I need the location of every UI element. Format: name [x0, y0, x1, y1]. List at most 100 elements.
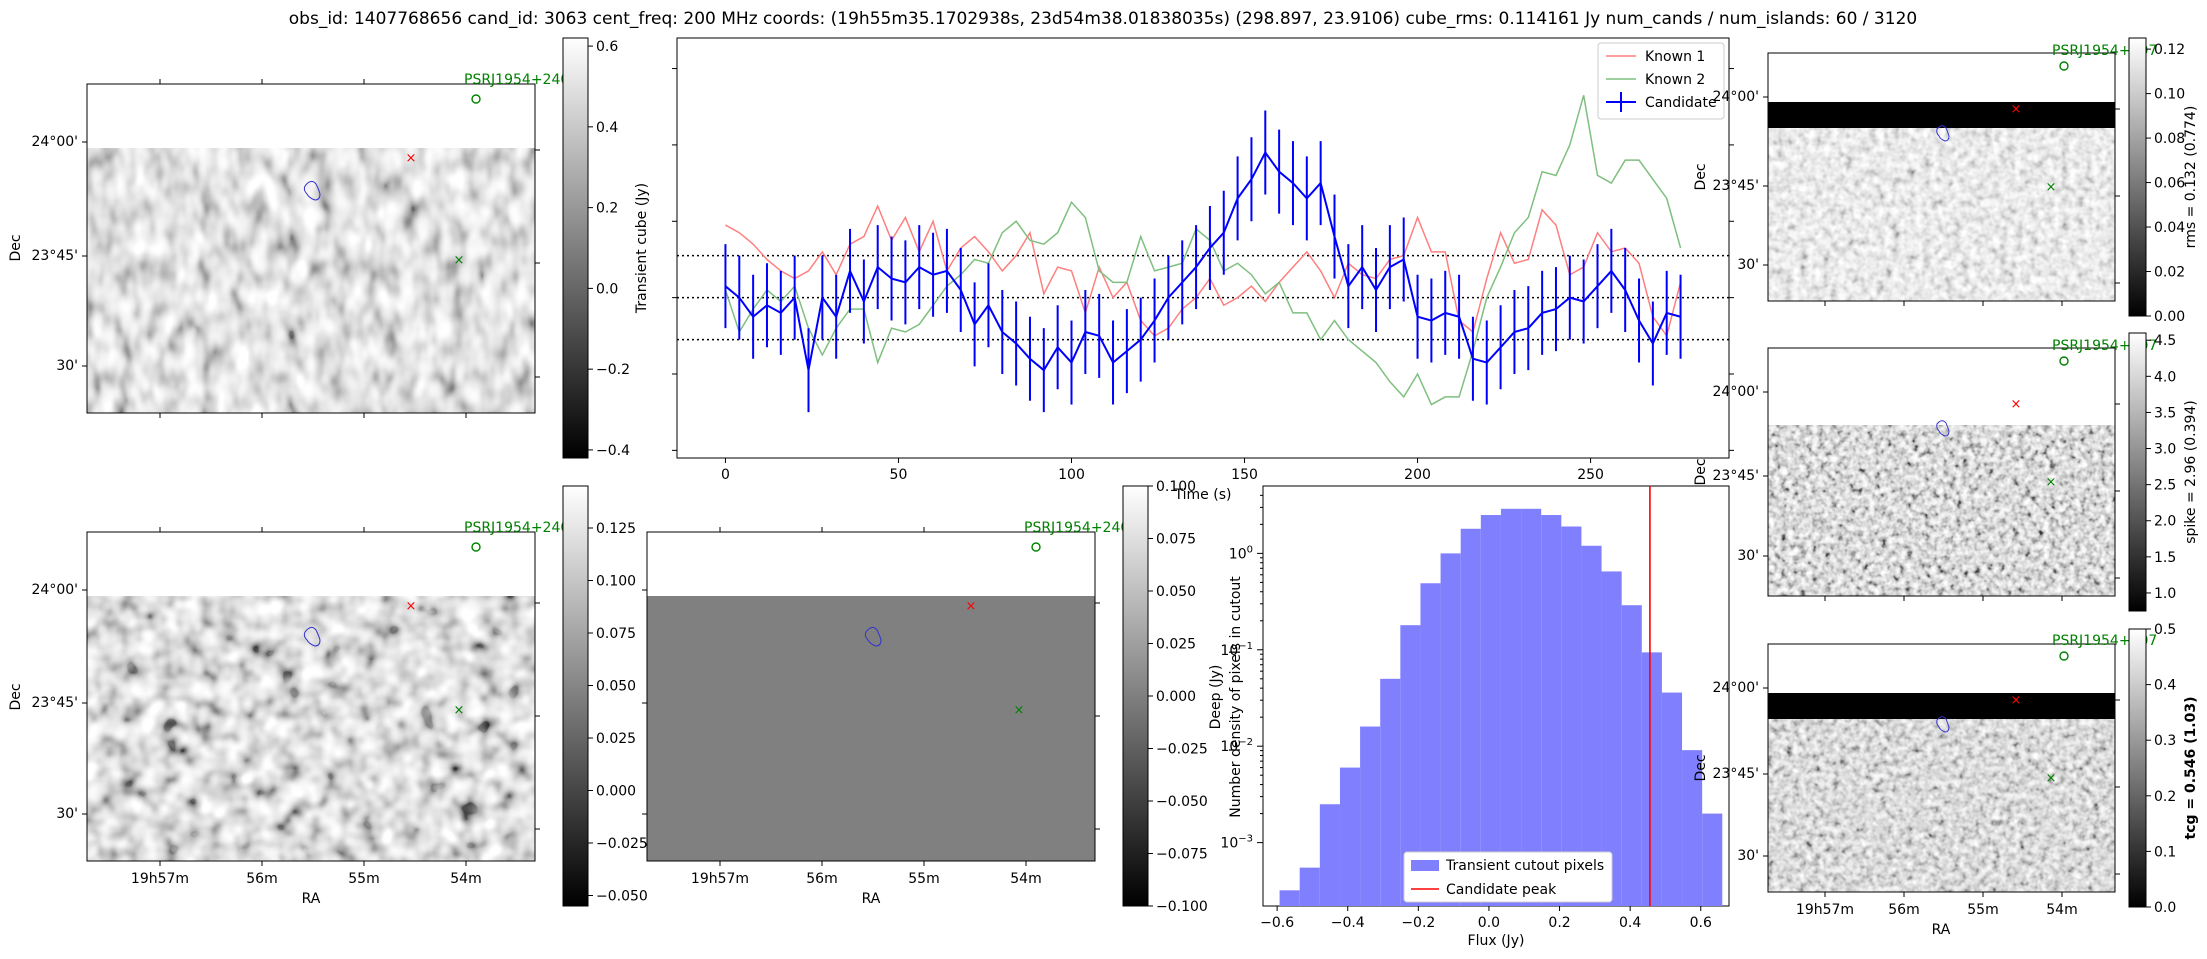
colorbar-tick-label: 0.0 [2154, 900, 2176, 916]
histogram-bar [1319, 804, 1340, 906]
panel-transient-image: 24°00' 23°45' 30' Dec × × PSRJ1954+240 [8, 72, 569, 418]
deep-image [647, 596, 1095, 861]
colorbar-tick-label: 0.000 [1156, 689, 1196, 705]
ra-tick-label: 19h57m [131, 871, 189, 887]
histogram-bar [1440, 553, 1461, 906]
histogram-bar [1480, 515, 1501, 906]
legend-transient-pixels: Transient cutout pixels [1445, 858, 1604, 874]
x-axis-label: RA [1932, 922, 1951, 938]
green-cross-icon: × [454, 703, 465, 718]
dec-tick-label: 24°00' [1713, 89, 1759, 105]
colorbar-tick-label: 4.5 [2154, 333, 2176, 349]
histogram-bar [1380, 678, 1401, 906]
x-tick-label: 0.4 [1619, 915, 1641, 931]
histogram-plot: −0.6 −0.4 −0.2 0.0 0.2 0.4 0.6 100 10−1 10−2 10−3 [1220, 486, 1723, 931]
colorbar-tick-label: 3.5 [2154, 405, 2176, 421]
colorbar-tick-label: 4.0 [2154, 369, 2176, 385]
ra-tick-label: 54m [450, 871, 481, 887]
red-cross-icon: × [2011, 102, 2022, 117]
colorbar-tick-label: 0.6 [596, 39, 618, 55]
colorbar-tick-label: 0.10 [2154, 87, 2185, 103]
rms-black-band [1768, 102, 2115, 128]
histogram-bar [1360, 726, 1381, 906]
ra-tick-label: 56m [1888, 902, 1919, 918]
x-axis-label: RA [302, 891, 321, 907]
x-axis-label: RA [862, 891, 881, 907]
colorbar-label: rms = 0.132 (0.774) [2183, 106, 2199, 249]
red-cross-icon: × [2011, 397, 2022, 412]
red-cross-icon: × [2011, 693, 2022, 708]
x-tick-label: 250 [1577, 467, 1604, 483]
y-axis-label: Dec [8, 234, 24, 261]
candidate-contour [303, 626, 321, 647]
colorbar-tick-label: 0.2 [2154, 789, 2176, 805]
colorbar-tick-label: 2.5 [2154, 478, 2176, 494]
panel-rms-image: 24°00' 23°45' 30' Dec × × PSRJ1954+407 [1693, 43, 2157, 306]
y-axis-label: Dec [1693, 754, 1709, 781]
x-axis-label: Flux (Jy) [1468, 933, 1525, 949]
legend-known1: Known 1 [1645, 49, 1705, 65]
tcg-image [1768, 719, 2115, 892]
colorbar-tick-label: 0.06 [2154, 176, 2185, 192]
candidate-contour [1936, 420, 1950, 437]
x-tick-label: −0.6 [1260, 915, 1294, 931]
ra-tick-label: 54m [1010, 871, 1041, 887]
x-tick-label: 100 [1058, 467, 1085, 483]
dec-tick-label: 30' [1737, 548, 1759, 564]
transient-image [87, 148, 535, 413]
x-axis-label: Time (s) [1174, 487, 1232, 503]
panel-spike-image: 24°00' 23°45' 30' Dec × × PSRJ1954+407 [1693, 338, 2157, 601]
series-line-candidate [724, 150, 1681, 372]
x-tick-label: 0 [721, 467, 730, 483]
colorbar-tick-label: 0.08 [2154, 131, 2185, 147]
colorbar-ticks: 0.6 0.4 0.2 0.0 −0.2 −0.4 [588, 39, 630, 459]
colorbar-tick-label: 0.050 [596, 679, 636, 695]
colorbar-tick-label: −0.050 [1156, 794, 1208, 810]
colorbar-tick-label: 1.5 [2154, 550, 2176, 566]
x-tick-label: −0.4 [1331, 915, 1365, 931]
red-cross-icon: × [406, 151, 417, 166]
dec-tick-label: 23°45' [1713, 468, 1759, 484]
colorbar-tick-label: 0.12 [2154, 42, 2185, 58]
dec-tick-label: 24°00' [32, 134, 78, 150]
ra-tick-label: 19h57m [691, 871, 749, 887]
colorbar-tick-label: −0.025 [596, 836, 648, 852]
pulsar-marker-icon [1031, 542, 1041, 552]
panel-lightcurve: 0 50 100 150 200 250 Known 1 Known 2 Candidat… [672, 37, 1734, 503]
histogram-bar [1339, 767, 1361, 906]
histogram-bar [1561, 526, 1582, 906]
colorbar-tick-label: 0.04 [2154, 220, 2185, 236]
panel-histogram: −0.6 −0.4 −0.2 0.0 0.2 0.4 0.610010−110−210−3 … [1220, 485, 1730, 949]
legend: Known 1 Known 2 Candidate [1597, 42, 1725, 120]
colorbar-rms: 0.12 0.10 0.08 0.06 0.04 0.02 0.00 rms = 0.132… [2128, 37, 2199, 325]
colorbar-tick-label: 0.4 [596, 120, 618, 136]
green-cross-icon: × [1014, 703, 1025, 718]
colorbar-tick-label: 0.075 [1156, 532, 1196, 548]
pulsar-label: PSRJ1954+240 [464, 72, 569, 88]
y-tick-label: 10−1 [1220, 641, 1253, 659]
red-cross-icon: × [966, 599, 977, 614]
green-cross-icon: × [2046, 180, 2057, 195]
colorbar-spike: 4.5 4.0 3.5 3.0 2.5 2.0 1.5 1.0 spike = 2.96 (0… [2128, 332, 2199, 612]
histogram-bar [1581, 545, 1602, 906]
histogram-bar [1420, 583, 1441, 906]
noise-image [87, 596, 535, 861]
dec-tick-label: 24°00' [1713, 680, 1759, 696]
dec-tick-label: 30' [56, 806, 78, 822]
dec-tick-label: 24°00' [1713, 384, 1759, 400]
histogram-bar [1601, 571, 1622, 906]
colorbar-tcg: 0.5 0.4 0.3 0.2 0.1 0.0 tcg = 0.546 (1.03) [2128, 622, 2199, 916]
ra-tick-label: 55m [1967, 902, 1998, 918]
colorbar-tick-label: 0.3 [2154, 733, 2176, 749]
dec-tick-label: 30' [56, 358, 78, 374]
colorbar-tick-label: 1.0 [2154, 586, 2176, 602]
series-line-known-2 [724, 95, 1682, 406]
dec-tick-label: 23°45' [1713, 178, 1759, 194]
x-tick-label: 150 [1231, 467, 1258, 483]
series-line-known-1 [725, 204, 1682, 338]
colorbar-tick-label: 0.025 [1156, 637, 1196, 653]
pulsar-marker-icon [2059, 651, 2069, 661]
colorbar-deep: 0.100 0.075 0.050 0.025 0.000 −0.025 −0.050 −0.… [1122, 479, 1224, 915]
green-cross-icon: × [2046, 771, 2057, 786]
